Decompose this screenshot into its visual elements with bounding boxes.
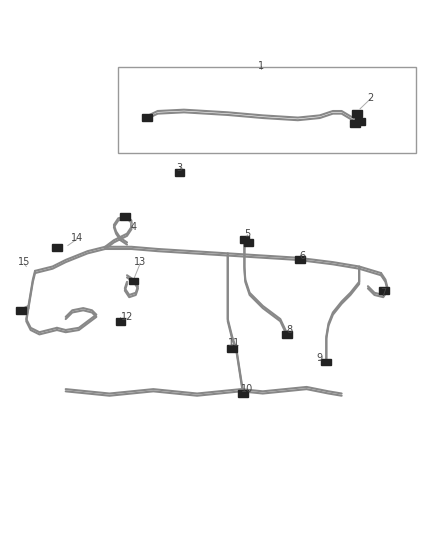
Text: 12: 12 — [121, 312, 133, 322]
Bar — [352, 110, 362, 117]
Bar — [240, 236, 249, 243]
Text: 15: 15 — [18, 257, 30, 267]
Text: 3: 3 — [177, 163, 183, 173]
Bar — [295, 256, 305, 263]
Bar — [282, 331, 292, 338]
Bar — [350, 120, 360, 127]
Text: 9: 9 — [317, 353, 323, 364]
Text: 5: 5 — [244, 229, 251, 239]
Bar — [379, 287, 389, 294]
Bar — [175, 169, 184, 176]
Bar — [355, 118, 365, 125]
Bar — [142, 115, 152, 121]
Text: 13: 13 — [134, 257, 146, 267]
Bar — [118, 67, 416, 152]
Bar — [129, 278, 138, 285]
Bar — [321, 359, 331, 366]
Bar — [116, 318, 125, 325]
Bar — [120, 213, 130, 220]
Text: 14: 14 — [71, 233, 83, 243]
Text: 8: 8 — [286, 325, 292, 335]
Text: 2: 2 — [367, 93, 373, 103]
Text: 7: 7 — [380, 288, 386, 298]
Bar — [227, 345, 237, 352]
Text: 6: 6 — [299, 251, 305, 261]
Text: 11: 11 — [228, 338, 240, 348]
Bar — [52, 245, 62, 251]
Text: 1: 1 — [258, 61, 264, 71]
Bar — [238, 390, 248, 397]
Bar — [244, 239, 253, 246]
Text: 4: 4 — [131, 222, 137, 232]
Bar — [16, 308, 26, 314]
Text: 10: 10 — [241, 384, 254, 394]
